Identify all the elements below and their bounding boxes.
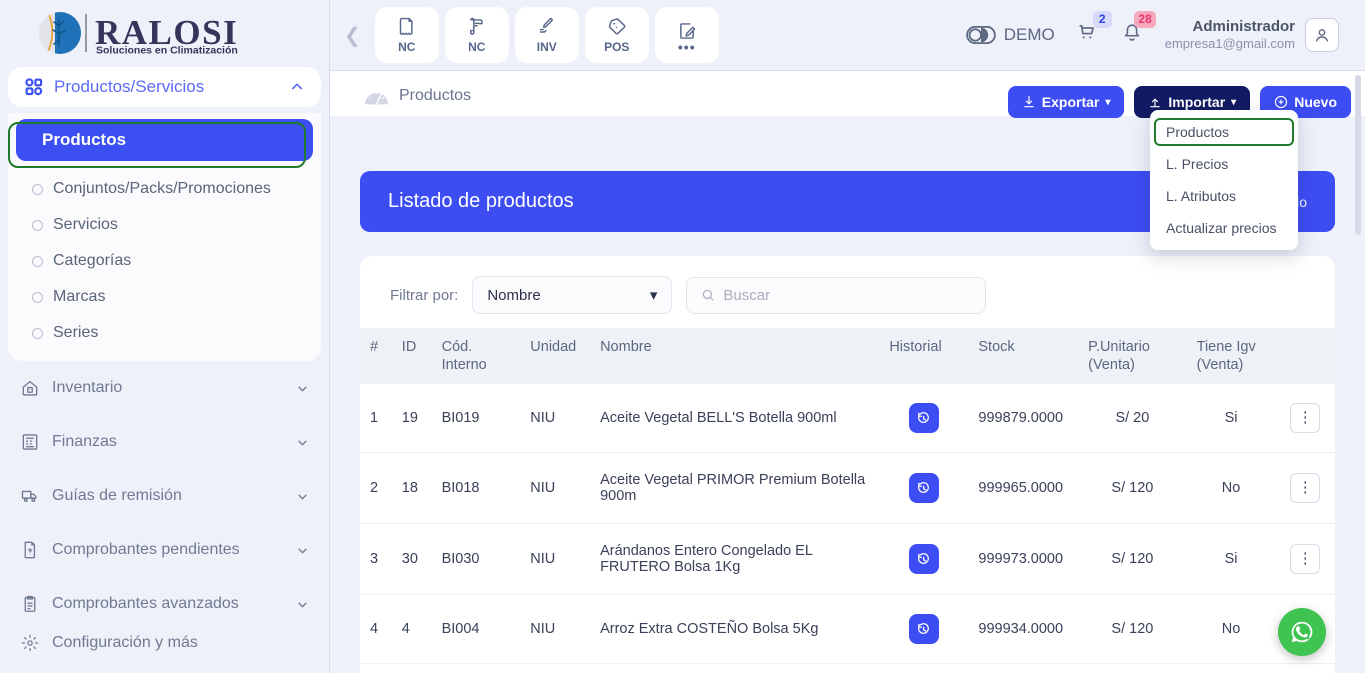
svg-text:Soluciones en Climatización: Soluciones en Climatización: [96, 45, 238, 57]
